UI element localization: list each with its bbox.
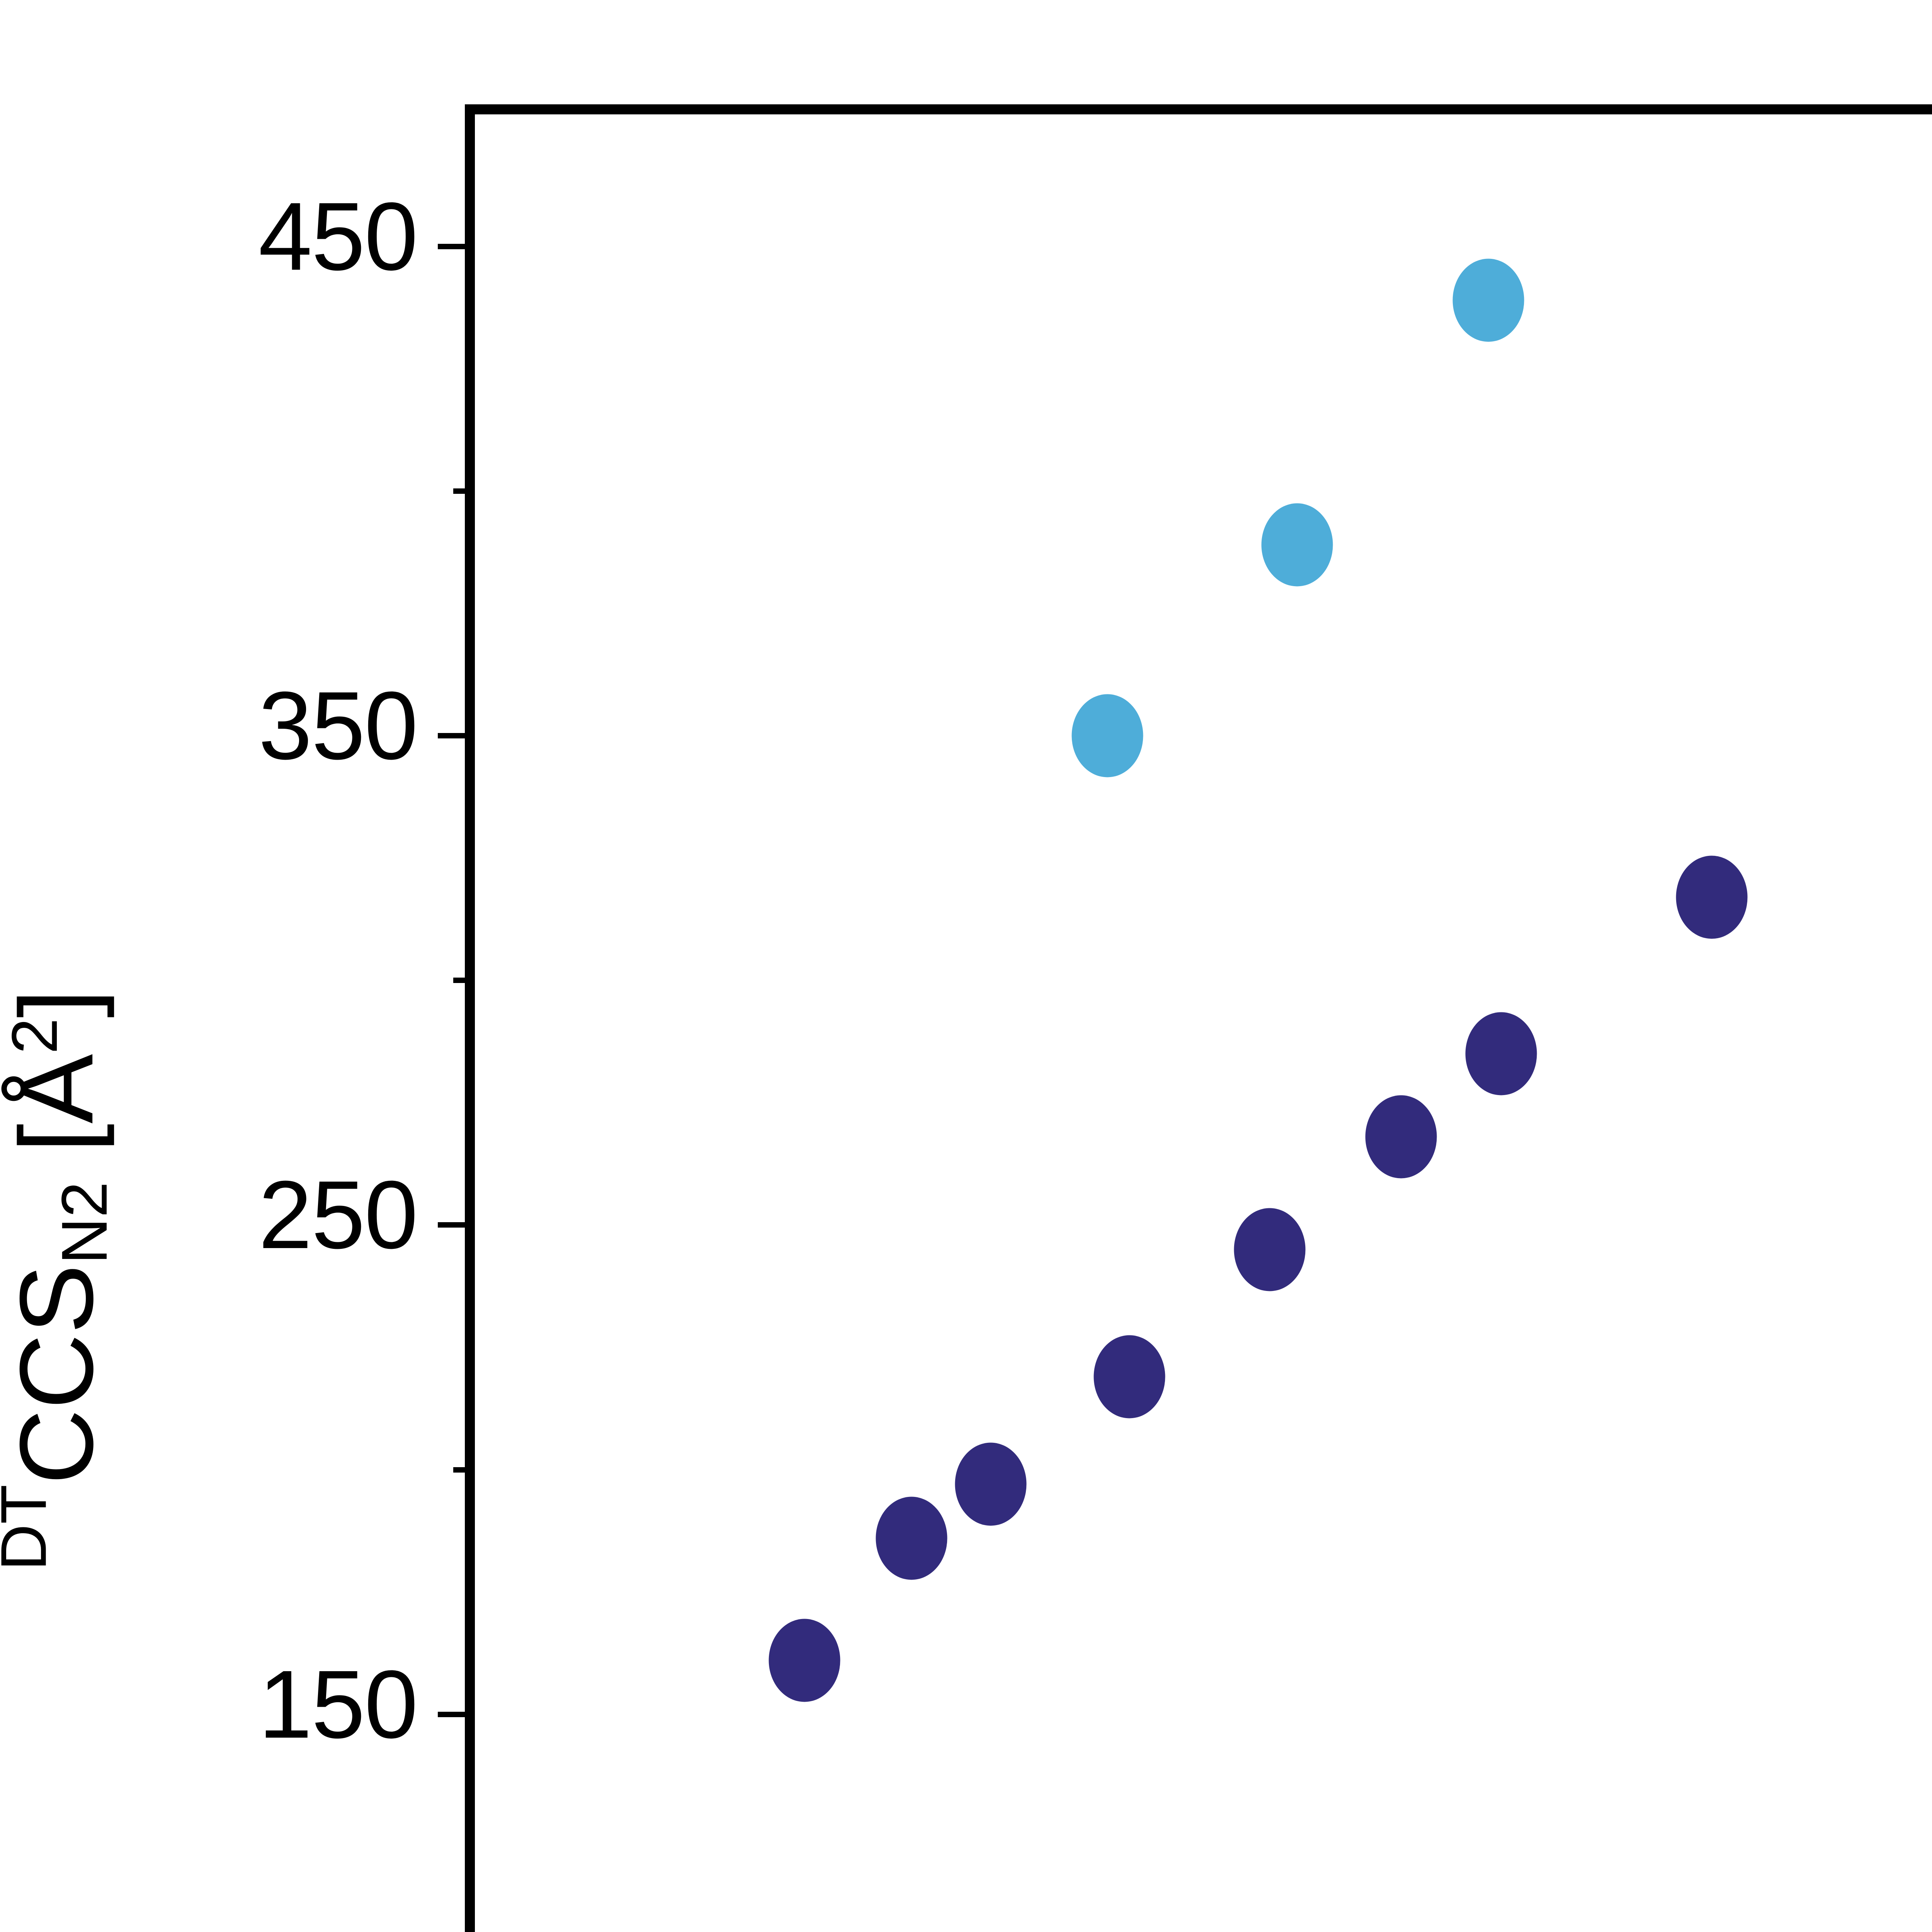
y-axis-tick-major — [438, 733, 475, 739]
y-axis-tick-major — [438, 1222, 475, 1228]
y-axis-tick-label: 350 — [258, 672, 418, 780]
y-axis-tick-minor — [453, 488, 475, 494]
data-point[interactable] — [1071, 694, 1143, 777]
y-axis-tick-label: 150 — [258, 1650, 418, 1758]
data-point[interactable] — [1676, 855, 1748, 939]
plot-frame — [438, 104, 1932, 1932]
data-point[interactable] — [769, 1619, 840, 1702]
data-point[interactable] — [1094, 1335, 1165, 1418]
y-axis-tick-major — [438, 1711, 475, 1717]
y-axis-tick-labels: 50150250350450 — [0, 104, 418, 1932]
y-axis-title: DTCCSN2 [Å2] — [0, 121, 121, 1932]
y-axis-title-unit-open: [Å — [0, 1054, 115, 1182]
y-axis-title-subscript: N2 — [48, 1181, 121, 1264]
data-point[interactable] — [1234, 1208, 1306, 1291]
data-point[interactable] — [876, 1497, 947, 1580]
y-axis-title-unit-exponent: 2 — [0, 1018, 71, 1054]
plot-area — [475, 114, 1932, 1932]
data-point[interactable] — [955, 1442, 1027, 1526]
y-axis-title-unit-close: ] — [0, 989, 115, 1018]
y-axis-tick-label: 250 — [258, 1161, 418, 1269]
data-point[interactable] — [1365, 1095, 1437, 1179]
y-axis-tick-major — [438, 243, 475, 249]
y-axis-tick-label: 450 — [258, 182, 418, 290]
data-point[interactable] — [1261, 503, 1333, 587]
y-axis-title-prefix: DT — [0, 1484, 60, 1571]
y-axis-tick-minor — [453, 978, 475, 983]
y-axis-tick-minor — [453, 1467, 475, 1473]
data-point[interactable] — [1465, 1012, 1537, 1095]
data-point[interactable] — [1452, 259, 1524, 342]
y-axis-title-base: CCS — [0, 1264, 115, 1485]
